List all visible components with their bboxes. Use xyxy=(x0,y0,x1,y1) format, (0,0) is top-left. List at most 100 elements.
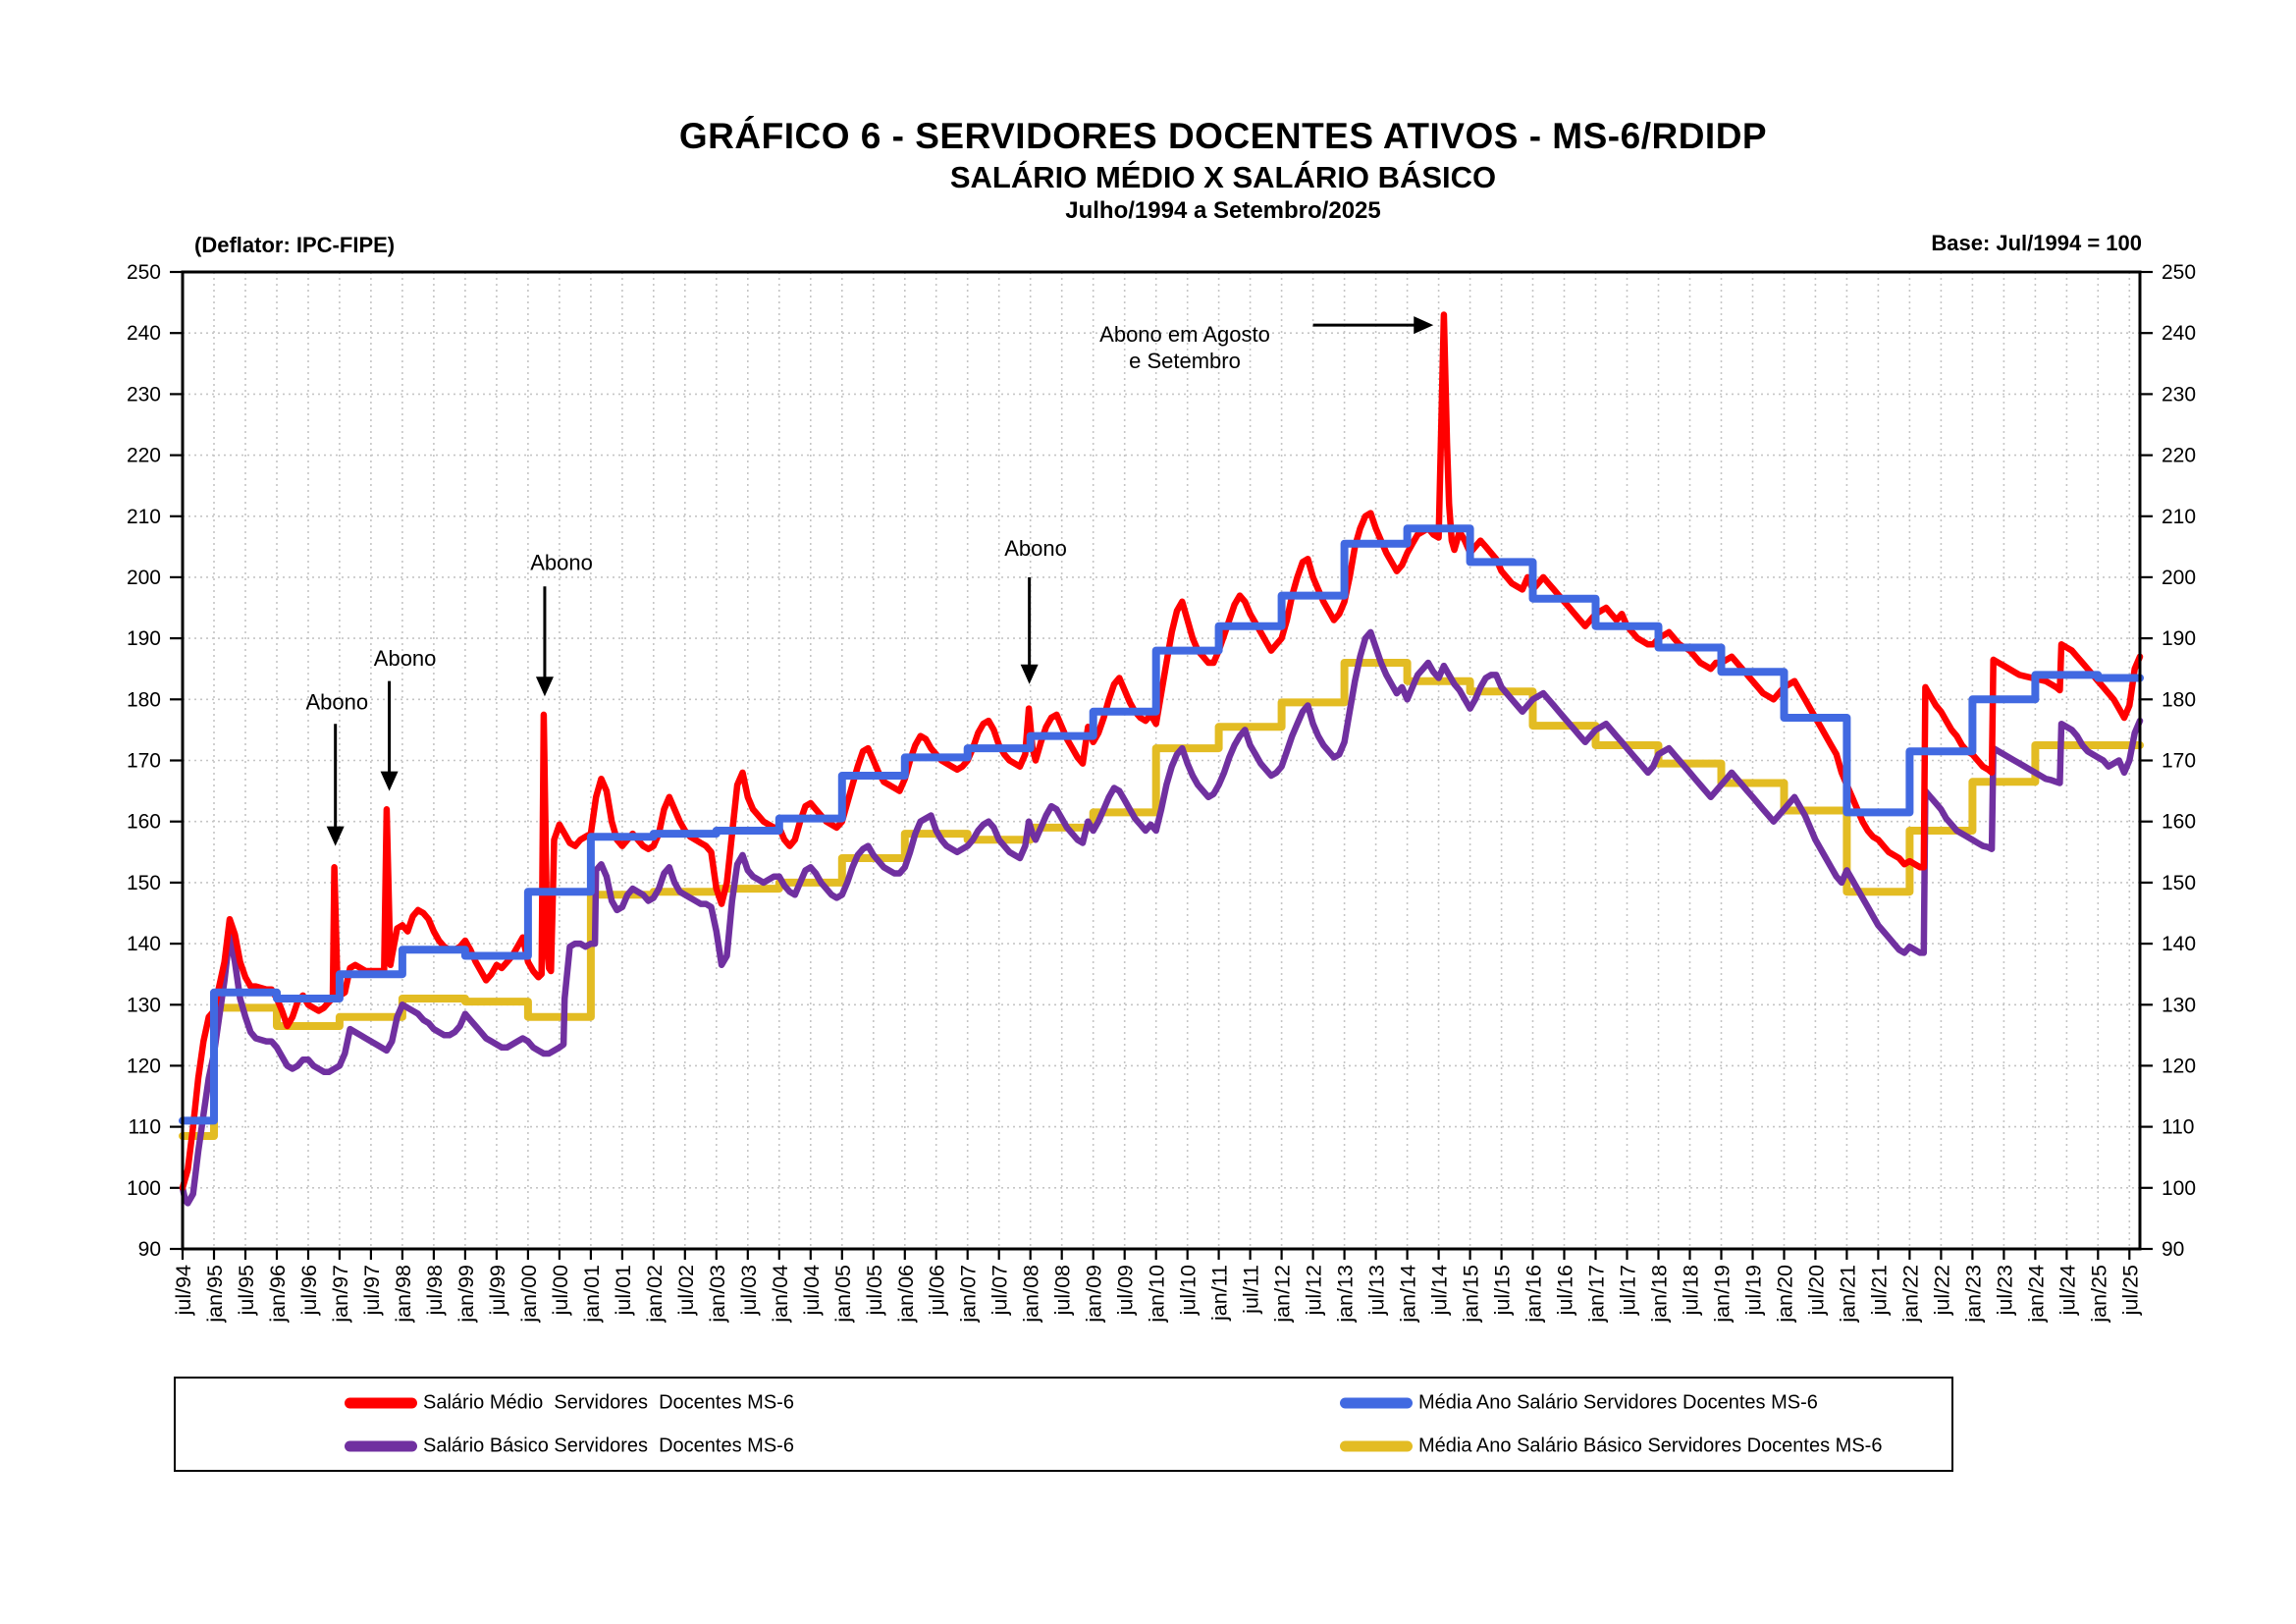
svg-text:180: 180 xyxy=(2162,688,2196,711)
svg-text:Abono: Abono xyxy=(1004,536,1067,561)
svg-text:jan/13: jan/13 xyxy=(1334,1265,1358,1324)
svg-text:110: 110 xyxy=(2162,1116,2194,1139)
svg-text:Abono: Abono xyxy=(530,551,593,575)
svg-text:jan/09: jan/09 xyxy=(1083,1265,1106,1324)
legend-swatch-red xyxy=(345,1397,417,1409)
svg-text:jan/03: jan/03 xyxy=(706,1265,729,1324)
svg-text:jul/95: jul/95 xyxy=(235,1265,258,1316)
svg-text:100: 100 xyxy=(2162,1177,2196,1200)
svg-text:jul/07: jul/07 xyxy=(988,1265,1012,1316)
legend-item-salario-medio: Salário Médio Servidores Docentes MS-6 xyxy=(345,1392,794,1415)
base-note: Base: Jul/1994 = 100 xyxy=(1931,231,2142,255)
svg-text:200: 200 xyxy=(2162,567,2196,589)
svg-text:jan/98: jan/98 xyxy=(392,1265,415,1324)
svg-text:140: 140 xyxy=(127,933,161,955)
svg-text:jul/98: jul/98 xyxy=(423,1265,447,1316)
svg-text:jan/97: jan/97 xyxy=(329,1265,352,1324)
svg-text:160: 160 xyxy=(2162,811,2196,834)
legend-item-salario-basico: Salário Básico Servidores Docentes MS-6 xyxy=(345,1435,794,1458)
svg-text:150: 150 xyxy=(127,872,161,894)
legend-swatch-blue xyxy=(1340,1397,1413,1409)
svg-text:130: 130 xyxy=(2162,994,2196,1016)
svg-text:250: 250 xyxy=(2162,261,2196,284)
svg-text:jul/24: jul/24 xyxy=(2056,1265,2079,1316)
svg-text:jul/08: jul/08 xyxy=(1051,1265,1075,1316)
legend-box: Salário Médio Servidores Docentes MS-6 S… xyxy=(174,1377,1953,1472)
svg-text:jul/02: jul/02 xyxy=(674,1265,698,1316)
svg-text:jan/19: jan/19 xyxy=(1711,1265,1735,1324)
svg-text:jan/06: jan/06 xyxy=(894,1265,918,1324)
deflator-note: (Deflator: IPC-FIPE) xyxy=(194,233,396,257)
svg-text:jul/05: jul/05 xyxy=(863,1265,886,1316)
gridlines xyxy=(183,272,2140,1249)
svg-text:jan/00: jan/00 xyxy=(517,1265,541,1324)
svg-text:130: 130 xyxy=(127,994,161,1016)
svg-text:jul/16: jul/16 xyxy=(1554,1265,1577,1316)
svg-text:jul/01: jul/01 xyxy=(612,1265,635,1316)
svg-text:jan/24: jan/24 xyxy=(2024,1265,2048,1324)
svg-text:jul/23: jul/23 xyxy=(1993,1265,2016,1316)
legend-label: Média Ano Salário Básico Servidores Doce… xyxy=(1418,1435,1883,1457)
svg-text:jul/13: jul/13 xyxy=(1365,1265,1389,1316)
svg-text:100: 100 xyxy=(127,1177,161,1200)
svg-text:jan/12: jan/12 xyxy=(1271,1265,1295,1324)
svg-text:jul/99: jul/99 xyxy=(486,1265,509,1316)
svg-text:170: 170 xyxy=(2162,750,2196,773)
svg-text:jul/17: jul/17 xyxy=(1617,1265,1640,1316)
svg-text:jul/19: jul/19 xyxy=(1742,1265,1766,1316)
svg-text:jan/15: jan/15 xyxy=(1460,1265,1483,1324)
svg-text:240: 240 xyxy=(127,322,161,345)
svg-text:jan/17: jan/17 xyxy=(1585,1265,1609,1324)
svg-text:jan/14: jan/14 xyxy=(1397,1265,1420,1324)
svg-text:jul/03: jul/03 xyxy=(737,1265,761,1316)
svg-text:jan/21: jan/21 xyxy=(1836,1265,1859,1324)
svg-text:jul/21: jul/21 xyxy=(1867,1265,1891,1316)
period-label: Julho/1994 a Setembro/2025 xyxy=(1065,197,1381,224)
x-axis-labels: jul/94 jan/95 jul/95 jan/96 jul/96 jan/97 jul/… xyxy=(172,1265,2142,1324)
svg-text:210: 210 xyxy=(2162,506,2196,528)
svg-text:jan/01: jan/01 xyxy=(580,1265,604,1324)
legend-swatch-purple xyxy=(345,1440,417,1452)
svg-text:jan/08: jan/08 xyxy=(1020,1265,1043,1324)
svg-text:jul/00: jul/00 xyxy=(549,1265,572,1316)
svg-text:jan/22: jan/22 xyxy=(1898,1265,1922,1324)
svg-text:250: 250 xyxy=(127,261,161,284)
svg-text:120: 120 xyxy=(127,1055,161,1077)
svg-text:jan/04: jan/04 xyxy=(769,1265,792,1324)
svg-text:jul/22: jul/22 xyxy=(1930,1265,1953,1316)
svg-text:Abono: Abono xyxy=(374,646,437,671)
svg-text:jul/97: jul/97 xyxy=(360,1265,384,1316)
svg-text:jan/10: jan/10 xyxy=(1146,1265,1169,1324)
svg-text:jan/23: jan/23 xyxy=(1961,1265,1985,1324)
svg-text:jan/20: jan/20 xyxy=(1774,1265,1797,1324)
svg-text:jul/04: jul/04 xyxy=(800,1265,824,1316)
svg-text:240: 240 xyxy=(2162,322,2196,345)
series-salario_basico xyxy=(179,628,2144,1207)
svg-text:jan/96: jan/96 xyxy=(266,1265,290,1324)
svg-text:jan/18: jan/18 xyxy=(1648,1265,1672,1324)
svg-text:jul/10: jul/10 xyxy=(1177,1265,1201,1316)
svg-text:jan/95: jan/95 xyxy=(203,1265,227,1324)
svg-text:jul/15: jul/15 xyxy=(1491,1265,1515,1316)
page-title: GRÁFICO 6 - SERVIDORES DOCENTES ATIVOS -… xyxy=(678,116,1768,156)
svg-text:160: 160 xyxy=(127,811,161,834)
series-media_ano_salario xyxy=(179,524,2144,1125)
svg-text:210: 210 xyxy=(127,506,161,528)
svg-text:jul/25: jul/25 xyxy=(2118,1265,2142,1316)
svg-text:150: 150 xyxy=(2162,872,2196,894)
legend-label: Salário Básico Servidores Docentes MS-6 xyxy=(423,1435,794,1457)
svg-text:190: 190 xyxy=(2162,627,2196,650)
svg-text:190: 190 xyxy=(127,627,161,650)
svg-text:Abono: Abono xyxy=(305,689,368,714)
svg-text:230: 230 xyxy=(2162,383,2196,406)
svg-text:jan/02: jan/02 xyxy=(643,1265,667,1324)
legend-label: Média Ano Salário Servidores Docentes MS… xyxy=(1418,1391,1818,1414)
svg-text:220: 220 xyxy=(2162,445,2196,467)
svg-text:jan/05: jan/05 xyxy=(831,1265,855,1324)
svg-text:jan/11: jan/11 xyxy=(1208,1265,1232,1322)
svg-text:jul/06: jul/06 xyxy=(926,1265,949,1316)
svg-text:90: 90 xyxy=(2162,1238,2184,1261)
